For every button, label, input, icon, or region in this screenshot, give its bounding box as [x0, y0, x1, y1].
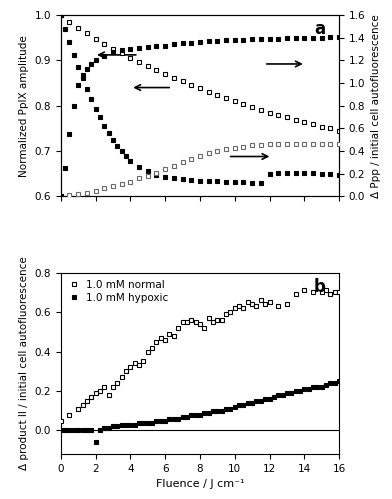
- 1.0 mM hypoxic: [337, 378, 341, 384]
- 1.0 mM hypoxic: [128, 422, 132, 428]
- Text: a: a: [314, 20, 325, 38]
- 1.0 mM hypoxic: [58, 428, 63, 434]
- X-axis label: Fluence / J cm⁻¹: Fluence / J cm⁻¹: [156, 480, 244, 490]
- 1.0 mM normal: [58, 418, 63, 424]
- Y-axis label: Δ product II / initial cell autofluorescence: Δ product II / initial cell autofluoresc…: [19, 256, 29, 470]
- 1.0 mM hypoxic: [302, 386, 307, 392]
- Y-axis label: Normalized PpIX amplitude: Normalized PpIX amplitude: [19, 35, 29, 177]
- 1.0 mM normal: [337, 289, 341, 295]
- 1.0 mM hypoxic: [93, 439, 98, 445]
- 1.0 mM hypoxic: [328, 380, 333, 386]
- 1.0 mM normal: [132, 360, 137, 366]
- 1.0 mM normal: [76, 406, 80, 412]
- 1.0 mM hypoxic: [180, 414, 185, 420]
- 1.0 mM normal: [80, 402, 85, 408]
- 1.0 mM normal: [237, 303, 241, 309]
- 1.0 mM hypoxic: [206, 410, 211, 416]
- Legend: 1.0 mM normal, 1.0 mM hypoxic: 1.0 mM normal, 1.0 mM hypoxic: [66, 278, 170, 305]
- Line: 1.0 mM normal: 1.0 mM normal: [58, 288, 341, 423]
- 1.0 mM normal: [302, 287, 307, 293]
- Line: 1.0 mM hypoxic: 1.0 mM hypoxic: [58, 379, 341, 445]
- Text: b: b: [314, 278, 326, 296]
- 1.0 mM normal: [232, 305, 237, 311]
- Y-axis label: Δ Ppp / initial cell autofluorescence: Δ Ppp / initial cell autofluorescence: [371, 14, 381, 198]
- 1.0 mM hypoxic: [145, 420, 150, 426]
- 1.0 mM normal: [171, 333, 176, 339]
